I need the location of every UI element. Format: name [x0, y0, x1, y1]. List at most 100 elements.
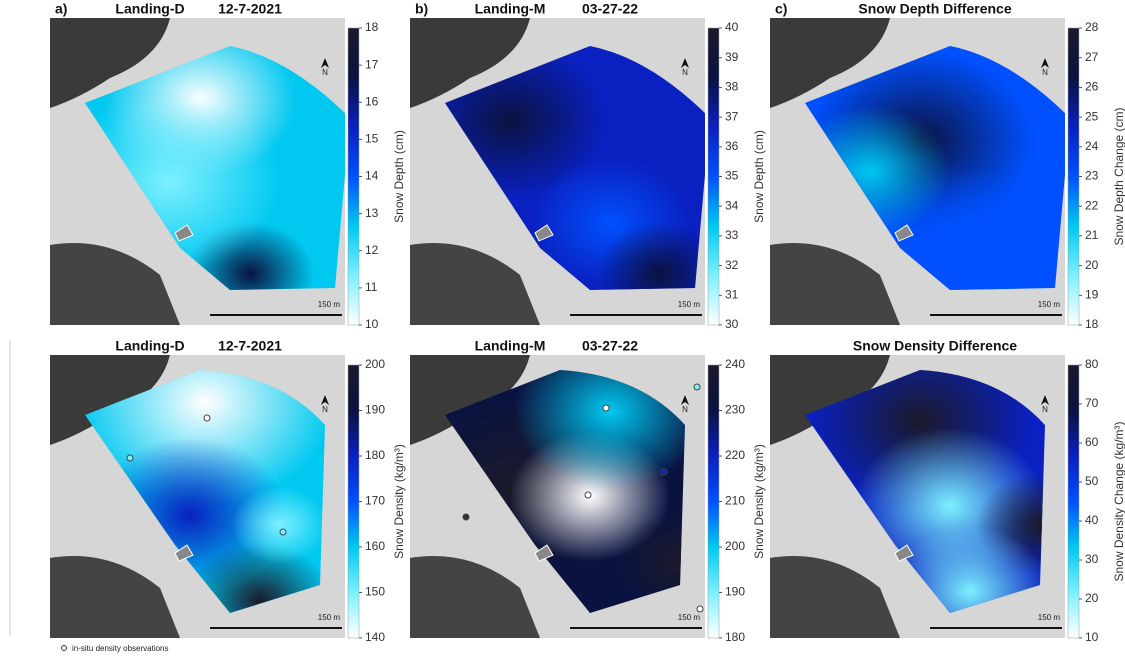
colorbar [708, 28, 719, 325]
legend-text: in-situ density observations [72, 644, 169, 653]
colorbar-tick-label: 35 [725, 169, 739, 183]
colorbar-tick-label: 14 [365, 169, 379, 183]
map-panel: N 150 m [398, 334, 744, 638]
colorbar-tick-label: 30 [1085, 552, 1099, 566]
colorbar-tick-label: 70 [1085, 396, 1099, 410]
map-panel: N 150 m [50, 18, 345, 326]
colorbar-tick-label: 15 [365, 132, 379, 146]
colorbar [1068, 365, 1079, 638]
scale-label: 150 m [318, 613, 341, 622]
colorbar-tick-label: 38 [725, 80, 739, 94]
panel-date: 03-27-22 [582, 1, 638, 17]
panel-letter: a) [55, 1, 67, 17]
colorbar-tick-label: 27 [1085, 50, 1099, 64]
colorbar-tick-label: 210 [725, 494, 745, 508]
colorbar-tick-label: 190 [365, 403, 385, 417]
colorbar-tick-label: 25 [1085, 109, 1099, 123]
north-label: N [1042, 405, 1048, 414]
colorbar-tick-label: 40 [1085, 513, 1099, 527]
colorbar-tick-label: 140 [365, 630, 385, 644]
colorbar [348, 365, 359, 638]
colorbar-tick-label: 11 [365, 280, 378, 294]
colorbar-tick-label: 18 [365, 20, 379, 34]
colorbar-tick-label: 230 [725, 403, 745, 417]
colorbar-tick-label: 10 [365, 317, 379, 331]
map-panel: N 150 m [770, 18, 1066, 325]
colorbar-tick-label: 24 [1085, 139, 1099, 153]
colorbar-label: Snow Density (kg/m³) [392, 444, 406, 559]
colorbar-tick-label: 160 [365, 539, 385, 553]
surface-blob [232, 486, 328, 564]
panel-title: Landing-M [475, 338, 546, 354]
colorbar-tick-label: 31 [725, 287, 739, 301]
north-label: N [322, 68, 328, 77]
colorbar-tick-label: 150 [365, 585, 385, 599]
colorbar-tick-label: 30 [725, 317, 739, 331]
scale-label: 150 m [1038, 613, 1061, 622]
panel-date: 12-7-2021 [218, 338, 282, 354]
colorbar-tick-label: 200 [365, 357, 385, 371]
colorbar-tick-label: 190 [725, 585, 745, 599]
colorbar-tick-label: 28 [1085, 20, 1099, 34]
north-label: N [1042, 68, 1048, 77]
colorbar-tick-label: 10 [1085, 630, 1099, 644]
map-panel: N 150 m [410, 18, 724, 326]
panel-letter: c) [775, 1, 787, 17]
colorbar-tick-label: 60 [1085, 435, 1099, 449]
colorbar-tick-label: 20 [1085, 591, 1099, 605]
observation-point [661, 469, 667, 475]
north-label: N [682, 68, 688, 77]
panel-title: Landing-D [115, 338, 184, 354]
colorbar [708, 365, 719, 638]
colorbar-tick-label: 16 [365, 94, 379, 108]
colorbar-tick-label: 40 [725, 20, 739, 34]
colorbar-label: Snow Depth (cm) [752, 130, 766, 223]
north-label: N [682, 405, 688, 414]
colorbar-tick-label: 32 [725, 258, 739, 272]
scale-label: 150 m [318, 300, 341, 309]
colorbar-tick-label: 21 [1085, 228, 1099, 242]
panel-date: 12-7-2021 [218, 1, 282, 17]
map-panel: N 150 m [770, 330, 1104, 656]
colorbar-tick-label: 36 [725, 139, 739, 153]
colorbar-tick-label: 26 [1085, 80, 1099, 94]
panel-letter: b) [415, 1, 428, 17]
colorbar-tick-label: 18 [1085, 317, 1099, 331]
observation-point [697, 606, 703, 612]
panel-title: Landing-D [115, 1, 184, 17]
colorbar-tick-label: 50 [1085, 474, 1099, 488]
colorbar-label: Snow Depth (cm) [392, 130, 406, 223]
colorbar-tick-label: 13 [365, 206, 379, 220]
colorbar-label: Snow Density (kg/m³) [752, 444, 766, 559]
scale-label: 150 m [678, 300, 701, 309]
colorbar-tick-label: 180 [365, 448, 385, 462]
colorbar-tick-label: 39 [725, 50, 739, 64]
colorbar-tick-label: 12 [365, 243, 379, 257]
colorbar-tick-label: 37 [725, 109, 739, 123]
observation-point [585, 492, 591, 498]
scale-label: 150 m [678, 613, 701, 622]
colorbar-tick-label: 22 [1085, 198, 1099, 212]
colorbar-tick-label: 19 [1085, 287, 1099, 301]
colorbar-tick-label: 240 [725, 357, 745, 371]
observation-point [127, 455, 133, 461]
observation-point [694, 384, 700, 390]
colorbar-label: Snow Density Change (kg/m³) [1112, 421, 1125, 581]
observation-point [603, 405, 609, 411]
panel-date: 03-27-22 [582, 338, 638, 354]
colorbar [1068, 28, 1079, 325]
colorbar-tick-label: 20 [1085, 258, 1099, 272]
observation-point [204, 415, 210, 421]
colorbar-tick-label: 34 [725, 198, 739, 212]
colorbar-tick-label: 80 [1085, 357, 1099, 371]
panel-title: Landing-M [475, 1, 546, 17]
legend-marker [62, 646, 67, 651]
panel-title: Snow Density Difference [853, 338, 1017, 354]
colorbar-tick-label: 220 [725, 448, 745, 462]
observation-point [280, 529, 286, 535]
panel-title: Snow Depth Difference [858, 1, 1011, 17]
colorbar-tick-label: 200 [725, 539, 745, 553]
scale-label: 150 m [1038, 300, 1061, 309]
colorbar [348, 28, 359, 325]
